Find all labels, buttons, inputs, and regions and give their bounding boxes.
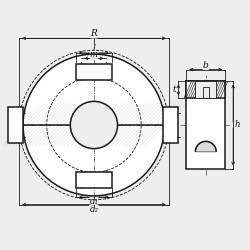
Text: G: G [202, 82, 209, 90]
Bar [76, 64, 112, 80]
Bar [202, 88, 209, 99]
Circle shape [70, 102, 117, 148]
Text: d₂: d₂ [90, 204, 98, 214]
Bar [186, 82, 225, 168]
Text: l: l [92, 44, 95, 54]
Bar [76, 172, 112, 188]
Circle shape [23, 54, 165, 196]
Text: h: h [235, 120, 240, 130]
Bar [186, 82, 225, 98]
Text: b: b [203, 60, 209, 70]
Text: R: R [90, 29, 97, 38]
Text: m: m [90, 50, 98, 59]
Text: t: t [172, 86, 176, 94]
Bar [163, 107, 178, 143]
Text: d₁: d₁ [90, 197, 98, 206]
Bar [195, 82, 216, 98]
Bar [8, 107, 23, 143]
Wedge shape [195, 141, 216, 152]
